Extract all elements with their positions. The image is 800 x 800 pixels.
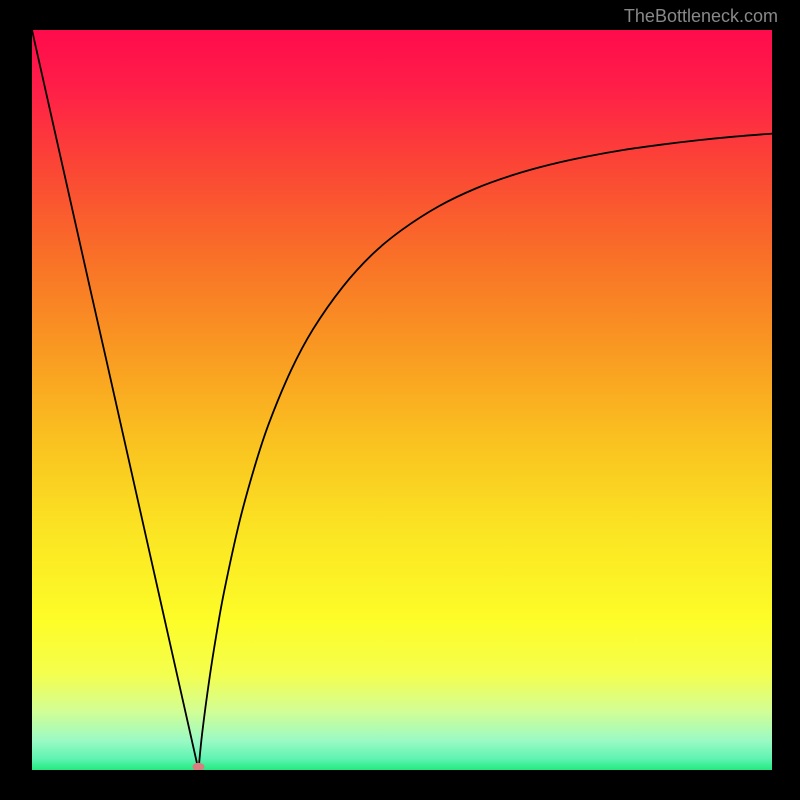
watermark-text: TheBottleneck.com (624, 6, 778, 27)
minimum-marker (193, 763, 205, 770)
curve-layer (32, 30, 772, 770)
chart-root: TheBottleneck.com (0, 0, 800, 800)
bottleneck-curve (32, 30, 772, 770)
plot-area (32, 30, 772, 770)
